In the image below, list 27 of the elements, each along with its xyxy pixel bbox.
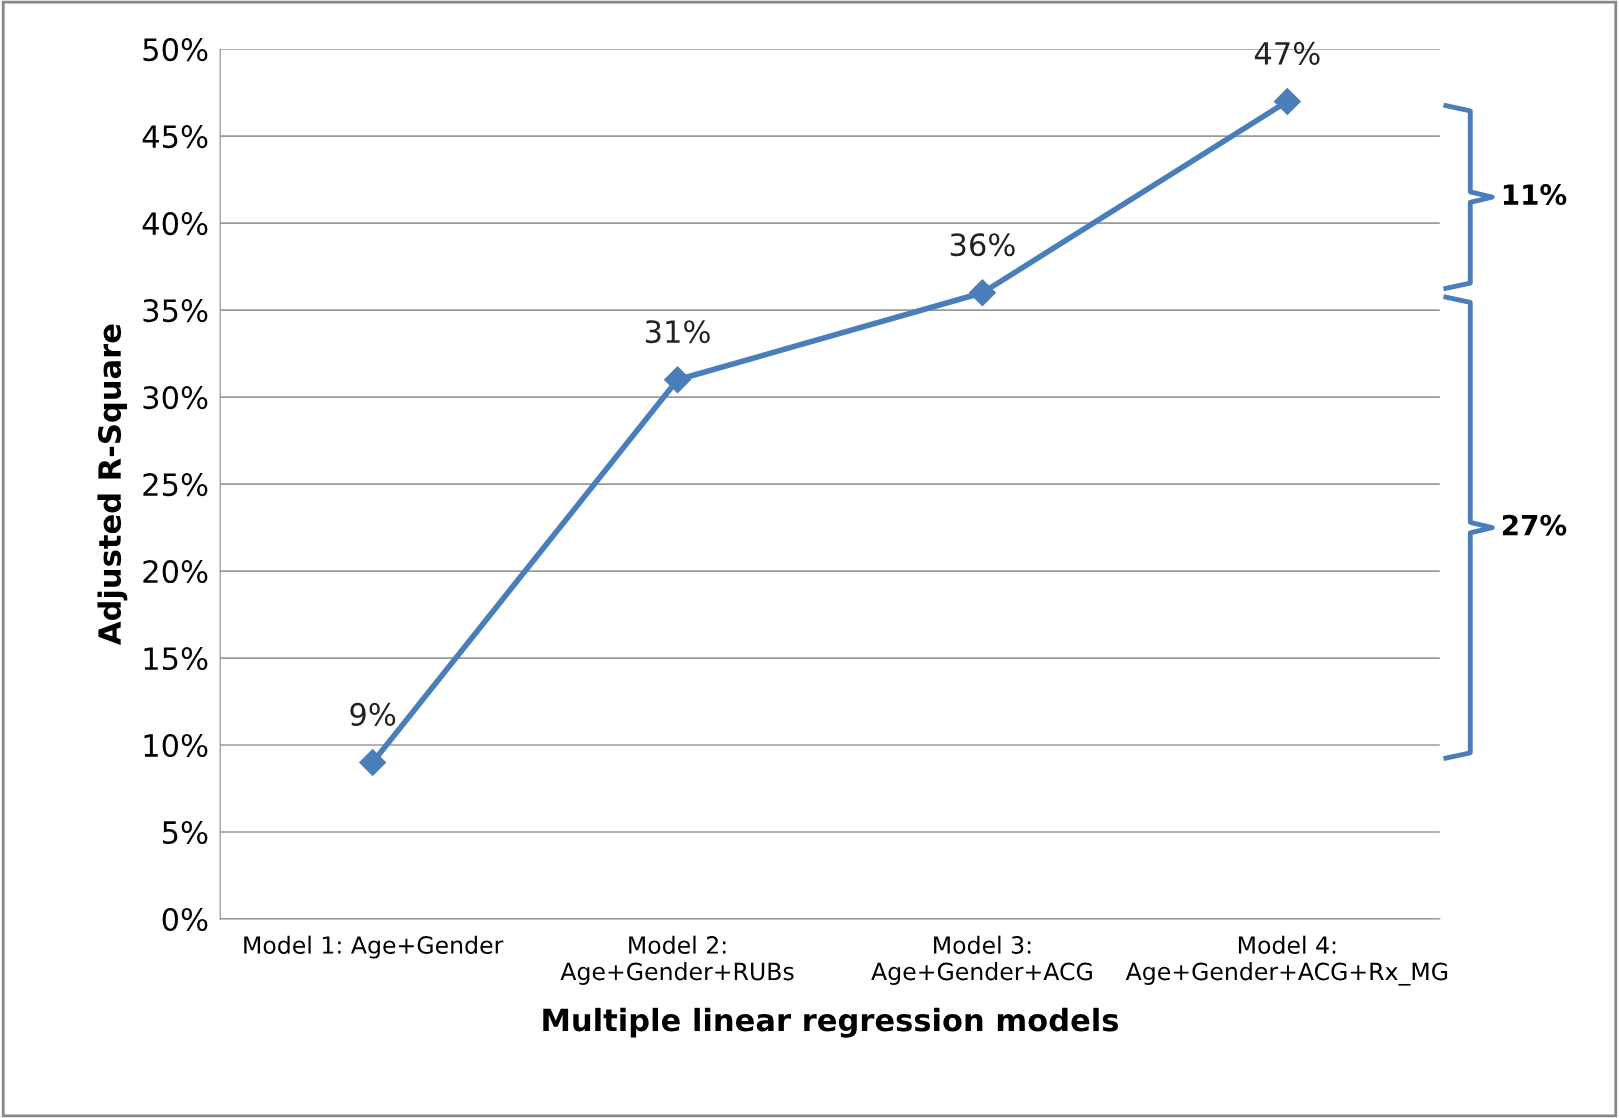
point — [359, 748, 387, 776]
data-label: 47% — [1254, 41, 1320, 65]
y-tick-label: 25% — [143, 473, 208, 497]
y-axis-title: Adjusted R-Square — [97, 324, 128, 645]
y-tick-label: 35% — [143, 299, 208, 323]
text: 11% — [1503, 184, 1567, 206]
y-tick-label: 10% — [144, 733, 208, 758]
x-axis-title: Multiple linear regression models — [543, 1007, 1118, 1038]
y-tick-label: 15% — [144, 646, 208, 671]
y-tick-label: 20% — [143, 560, 208, 584]
data-label: 31% — [645, 320, 710, 344]
data-label: 36% — [950, 233, 1015, 257]
y-tick-label: 40% — [142, 212, 208, 236]
point — [968, 279, 996, 307]
point — [664, 366, 691, 394]
x-tick-label: Model 1: Age+Gender — [244, 935, 504, 959]
x-tick-label: Model 3: Age+Gender+ACG — [871, 935, 1092, 985]
y-tick-label: 30% — [143, 386, 208, 410]
y-tick-label: 5% — [162, 820, 208, 845]
point — [1273, 87, 1301, 115]
y-tick-label: 45% — [142, 125, 208, 149]
y-tick-label: 0% — [162, 907, 208, 932]
x-tick-label: Model 4: Age+Gender+ACG+Rx_MG — [1125, 935, 1448, 986]
data-label: 9% — [350, 702, 396, 726]
text: 27% — [1502, 514, 1567, 536]
y-tick-label: 50% — [143, 38, 208, 62]
x-tick-label: Model 2: Age+Gender+RUBs — [560, 935, 794, 985]
